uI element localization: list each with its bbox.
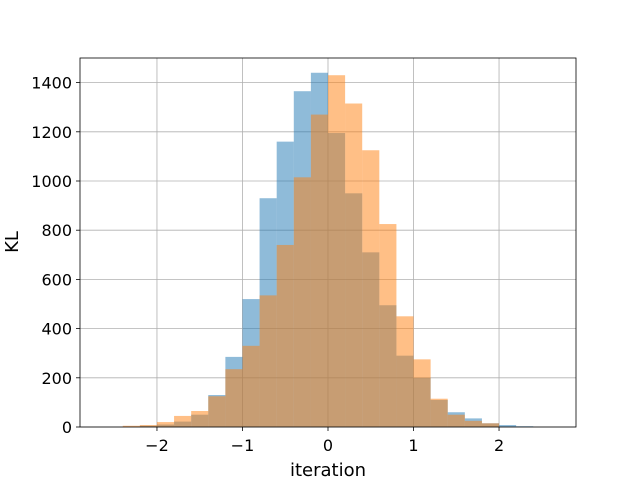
histogram-bar-series-2 <box>225 369 243 427</box>
y-tick-label: 1000 <box>31 172 72 191</box>
histogram-bar-series-2 <box>139 425 157 427</box>
histogram-bar-series-2 <box>481 423 500 427</box>
histogram-bar-series-2 <box>293 177 311 427</box>
y-axis-ticks: 0 200 400 600 800 1000 1200 1400 <box>31 74 80 437</box>
y-axis-label: KL <box>2 231 23 253</box>
histogram-bar-series-2 <box>413 359 431 427</box>
histogram-bar-series-2 <box>242 345 260 427</box>
y-tick-label: 0 <box>62 418 72 437</box>
x-axis-ticks: −2 −1 0 1 2 <box>145 427 504 455</box>
histogram-bar-series-2 <box>430 398 448 427</box>
y-tick-label: 800 <box>41 221 72 240</box>
x-tick-label: −1 <box>231 436 255 455</box>
histogram-bar-series-2 <box>156 422 175 427</box>
x-axis-label: iteration <box>290 460 366 480</box>
histogram-bars <box>122 72 534 428</box>
histogram-bar-series-1 <box>499 425 517 427</box>
histogram-bar-series-2 <box>464 420 482 427</box>
histogram-bar-series-2 <box>362 150 380 427</box>
x-tick-label: −2 <box>145 436 169 455</box>
y-tick-label: 400 <box>41 320 72 339</box>
histogram-bar-series-2 <box>208 396 226 427</box>
y-tick-label: 600 <box>41 270 72 289</box>
histogram-bar-series-2 <box>447 414 465 427</box>
y-tick-label: 1400 <box>31 74 72 93</box>
histogram-bar-series-2 <box>379 224 397 427</box>
histogram-bar-series-2 <box>328 75 346 427</box>
histogram-bar-series-2 <box>174 415 192 427</box>
x-tick-label: 2 <box>494 436 504 455</box>
histogram-bar-series-2 <box>259 295 277 427</box>
y-tick-label: 200 <box>41 369 72 388</box>
histogram-bar-series-2 <box>276 244 294 427</box>
histogram-bar-series-2 <box>310 114 328 427</box>
x-tick-label: 1 <box>408 436 418 455</box>
histogram-bar-series-2 <box>345 103 363 427</box>
y-tick-label: 1200 <box>31 123 72 142</box>
histogram-bar-series-2 <box>396 316 414 427</box>
x-tick-label: 0 <box>323 436 333 455</box>
histogram-bar-series-2 <box>122 425 140 427</box>
histogram-bar-series-2 <box>191 411 209 427</box>
